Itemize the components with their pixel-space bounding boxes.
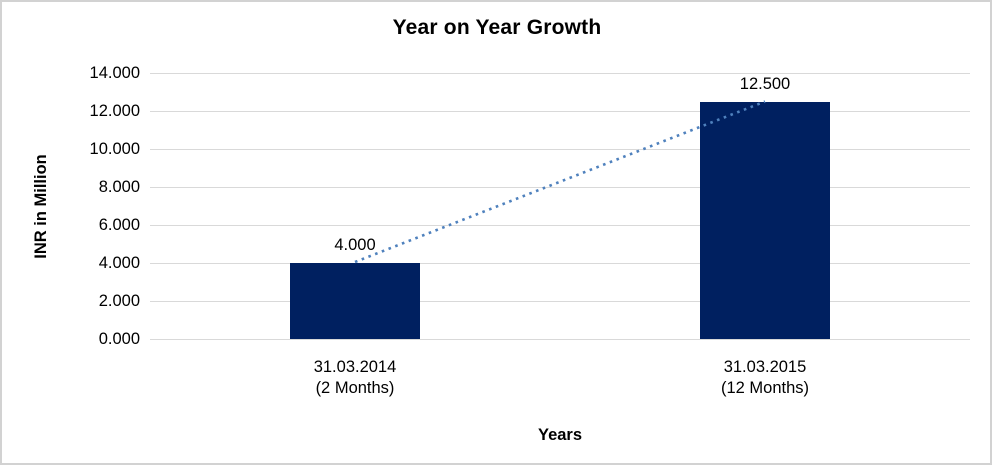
bar <box>700 101 830 339</box>
y-tick-label: 0.000 <box>98 330 140 348</box>
gridline <box>150 149 970 150</box>
plot-area <box>150 73 970 340</box>
x-category-label: 31.03.2014 (2 Months) <box>313 358 397 397</box>
gridline <box>150 111 970 112</box>
y-tick-label: 12.000 <box>89 102 140 120</box>
gridline <box>150 225 970 226</box>
gridline <box>150 301 970 302</box>
chart-title: Year on Year Growth <box>392 16 602 39</box>
gridline <box>150 263 970 264</box>
y-tick-label: 2.000 <box>98 292 140 310</box>
y-tick-label: 14.000 <box>89 64 140 82</box>
x-axis-title: Years <box>537 426 583 444</box>
gridline <box>150 73 970 74</box>
y-tick-label: 8.000 <box>98 178 140 196</box>
gridline <box>150 187 970 188</box>
x-category-label: 31.03.2015 (12 Months) <box>720 358 810 397</box>
y-axis-title-text: INR in Million <box>31 153 50 259</box>
bar-value-label: 4.000 <box>334 236 376 254</box>
y-tick-label: 4.000 <box>98 254 140 272</box>
y-tick-label: 10.000 <box>89 140 140 158</box>
y-tick-label: 6.000 <box>98 216 140 234</box>
gridline <box>150 339 970 340</box>
bar-value-label: 12.500 <box>739 74 791 93</box>
bar <box>290 263 420 339</box>
